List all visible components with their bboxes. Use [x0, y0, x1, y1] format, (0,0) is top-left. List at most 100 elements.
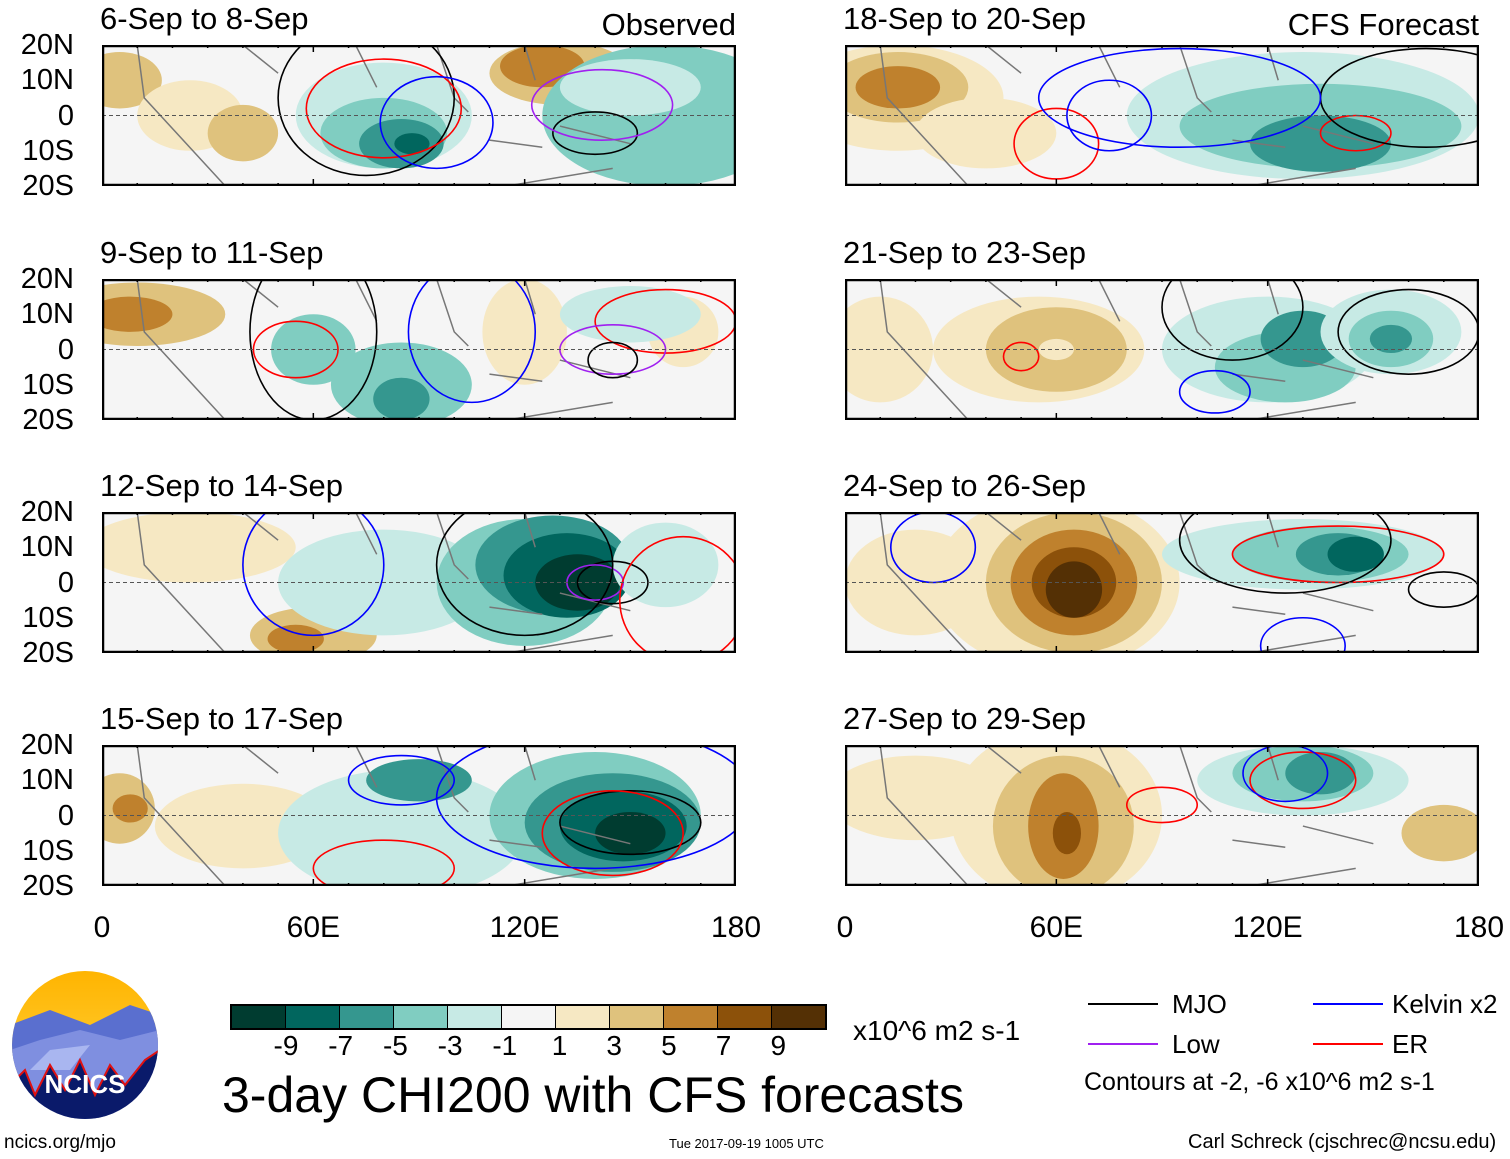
logo: NCICS: [10, 970, 160, 1120]
panel-frame: [101, 44, 737, 187]
coastline: [879, 744, 1374, 887]
panel-frame: [844, 44, 1480, 187]
chi-anomaly-shading: [559, 286, 701, 343]
footer-url[interactable]: ncics.org/mjo: [4, 1132, 116, 1153]
colorbar-label: -9: [273, 1030, 299, 1061]
footer-author: Carl Schreck (cjschrec@ncsu.edu): [1188, 1131, 1497, 1153]
chi-anomaly-shading: [1327, 536, 1384, 572]
contour: [1249, 751, 1357, 810]
chi-anomaly-shading: [1250, 115, 1391, 172]
y-tick-label: 10N: [20, 764, 74, 797]
colorbar-swatch: [394, 1006, 448, 1028]
chi-anomaly-shading: [1285, 752, 1356, 795]
contours-note: Contours at -2, -6 x10^6 m2 s-1: [1084, 1068, 1435, 1096]
panel-title: 6-Sep to 8-Sep: [100, 1, 309, 36]
chi-anomaly-shading: [207, 104, 279, 162]
x-tick-label: 60E: [286, 911, 341, 944]
contour: [305, 58, 463, 159]
panel-title: 9-Sep to 11-Sep: [100, 235, 324, 270]
map-panel: [84, 726, 755, 898]
panel-title: 18-Sep to 20-Sep: [843, 1, 1087, 36]
coastline: [136, 511, 631, 654]
y-tick-label: 20S: [22, 870, 74, 902]
legend-mjo-label: MJO: [1172, 989, 1227, 1019]
coastline: [879, 511, 1374, 654]
ncics-logo-icon: NCICS: [12, 971, 158, 1119]
footer-timestamp: Tue 2017-09-19 1005 UTC: [669, 1136, 824, 1151]
colorbar-swatch: [664, 1006, 718, 1028]
y-tick-label: 20N: [20, 263, 74, 295]
y-tick-label: 10N: [20, 64, 74, 97]
colorbar-swatch: [286, 1006, 340, 1028]
contour: [252, 320, 339, 379]
panel-frame: [101, 744, 737, 887]
y-tick-label: 20N: [20, 29, 74, 61]
chi-anomaly-shading: [373, 377, 430, 420]
y-tick-label: 0: [57, 333, 74, 366]
y-tick-label: 0: [57, 566, 74, 599]
x-tick-label: 60E: [1029, 911, 1084, 944]
panel-title: 27-Sep to 29-Sep: [843, 701, 1087, 736]
contour: [1002, 341, 1040, 372]
chi-anomaly-shading: [366, 759, 472, 802]
panel-frame: [844, 744, 1480, 887]
chi-anomaly-shading: [87, 296, 173, 332]
contour: [1066, 79, 1153, 152]
colorbar-label: -1: [492, 1030, 518, 1061]
colorbar-label: 1: [551, 1030, 568, 1061]
map-panel: [792, 44, 1510, 187]
colorbar-swatch: [772, 1006, 825, 1028]
y-tick-label: 10S: [22, 601, 74, 634]
contour: [1125, 786, 1199, 824]
map-panel: [84, 493, 748, 665]
contour: [1178, 369, 1251, 414]
coastline: [879, 44, 1374, 187]
chi-anomaly-shading: [1045, 561, 1103, 618]
svg-text:NCICS: NCICS: [45, 1069, 126, 1099]
legend-er-line: [1313, 1043, 1383, 1045]
colorbar-label: -7: [328, 1030, 354, 1061]
chi-anomaly-shading: [1369, 324, 1413, 354]
legend-kelvin-line: [1313, 1003, 1383, 1005]
y-tick-label: 10N: [20, 531, 74, 564]
panel-frame: [101, 278, 737, 421]
contour: [587, 341, 639, 379]
colorbar-swatch: [718, 1006, 772, 1028]
contour: [541, 790, 684, 877]
panel-title: 21-Sep to 23-Sep: [843, 235, 1087, 270]
panel-title: 15-Sep to 17-Sep: [100, 701, 344, 736]
y-tick-label: 0: [57, 99, 74, 132]
chi-anomaly-shading: [855, 66, 941, 109]
chi-anomaly-shading: [112, 794, 148, 823]
chi-anomaly-shading: [482, 279, 567, 385]
contour: [1037, 47, 1322, 149]
legend-low-line: [1088, 1043, 1158, 1045]
y-tick-label: 20S: [22, 404, 74, 436]
chi-anomaly-shading: [1052, 811, 1081, 855]
colorbar-label: -3: [437, 1030, 463, 1061]
contour: [1319, 114, 1392, 152]
y-tick-label: 20N: [20, 729, 74, 761]
map-panel: [827, 253, 1480, 421]
map-panel: [827, 727, 1487, 904]
colorbar-label: 9: [770, 1030, 787, 1061]
contour: [552, 111, 639, 156]
panel-label: CFS Forecast: [1287, 7, 1479, 42]
chi-anomaly-shading: [915, 97, 1057, 169]
map-panel: [844, 486, 1480, 675]
panel-frame: [844, 278, 1480, 421]
chi-anomaly-shading: [559, 59, 701, 116]
contour: [1013, 107, 1100, 180]
colorbar-label: -5: [382, 1030, 408, 1061]
colorbar-swatch: [556, 1006, 610, 1028]
contour: [530, 68, 674, 141]
y-tick-label: 10S: [22, 368, 74, 401]
chi-anomaly-shading: [267, 624, 324, 653]
coastline: [136, 278, 631, 421]
colorbar-swatch: [232, 1006, 286, 1028]
colorbar-swatch: [610, 1006, 664, 1028]
colorbar-label: 7: [715, 1030, 732, 1061]
y-tick-label: 0: [57, 799, 74, 832]
y-tick-label: 10S: [22, 134, 74, 167]
legend-low-label: Low: [1172, 1029, 1220, 1059]
